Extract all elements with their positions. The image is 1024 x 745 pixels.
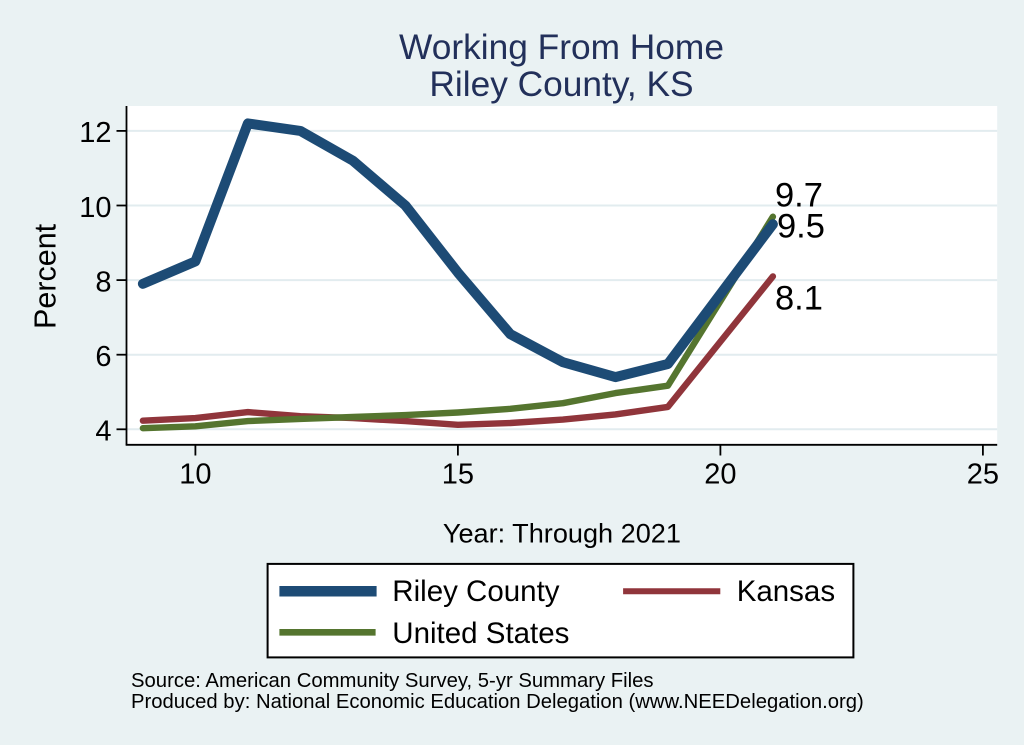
- svg-text:Year: Through 2021: Year: Through 2021: [443, 518, 681, 549]
- svg-text:United States: United States: [392, 617, 569, 650]
- svg-text:4: 4: [95, 416, 111, 448]
- svg-text:20: 20: [704, 458, 736, 490]
- svg-text:25: 25: [967, 458, 999, 490]
- svg-text:12: 12: [79, 117, 111, 149]
- svg-text:Kansas: Kansas: [737, 575, 835, 608]
- svg-text:10: 10: [179, 458, 211, 490]
- svg-text:Riley County, KS: Riley County, KS: [429, 65, 693, 104]
- svg-text:Riley County: Riley County: [392, 575, 559, 608]
- svg-text:9.5: 9.5: [777, 208, 825, 246]
- svg-text:10: 10: [79, 192, 111, 224]
- svg-text:8.1: 8.1: [775, 280, 823, 318]
- svg-text:Produced by: National Economic: Produced by: National Economic Education…: [131, 691, 864, 713]
- svg-text:Source: American Community Sur: Source: American Community Survey, 5-yr …: [131, 670, 654, 692]
- svg-text:9.7: 9.7: [775, 177, 823, 215]
- svg-text:8: 8: [95, 266, 111, 298]
- svg-text:Working From Home: Working From Home: [399, 28, 724, 67]
- svg-text:15: 15: [442, 458, 474, 490]
- svg-text:Percent: Percent: [29, 223, 63, 329]
- svg-text:6: 6: [95, 341, 111, 373]
